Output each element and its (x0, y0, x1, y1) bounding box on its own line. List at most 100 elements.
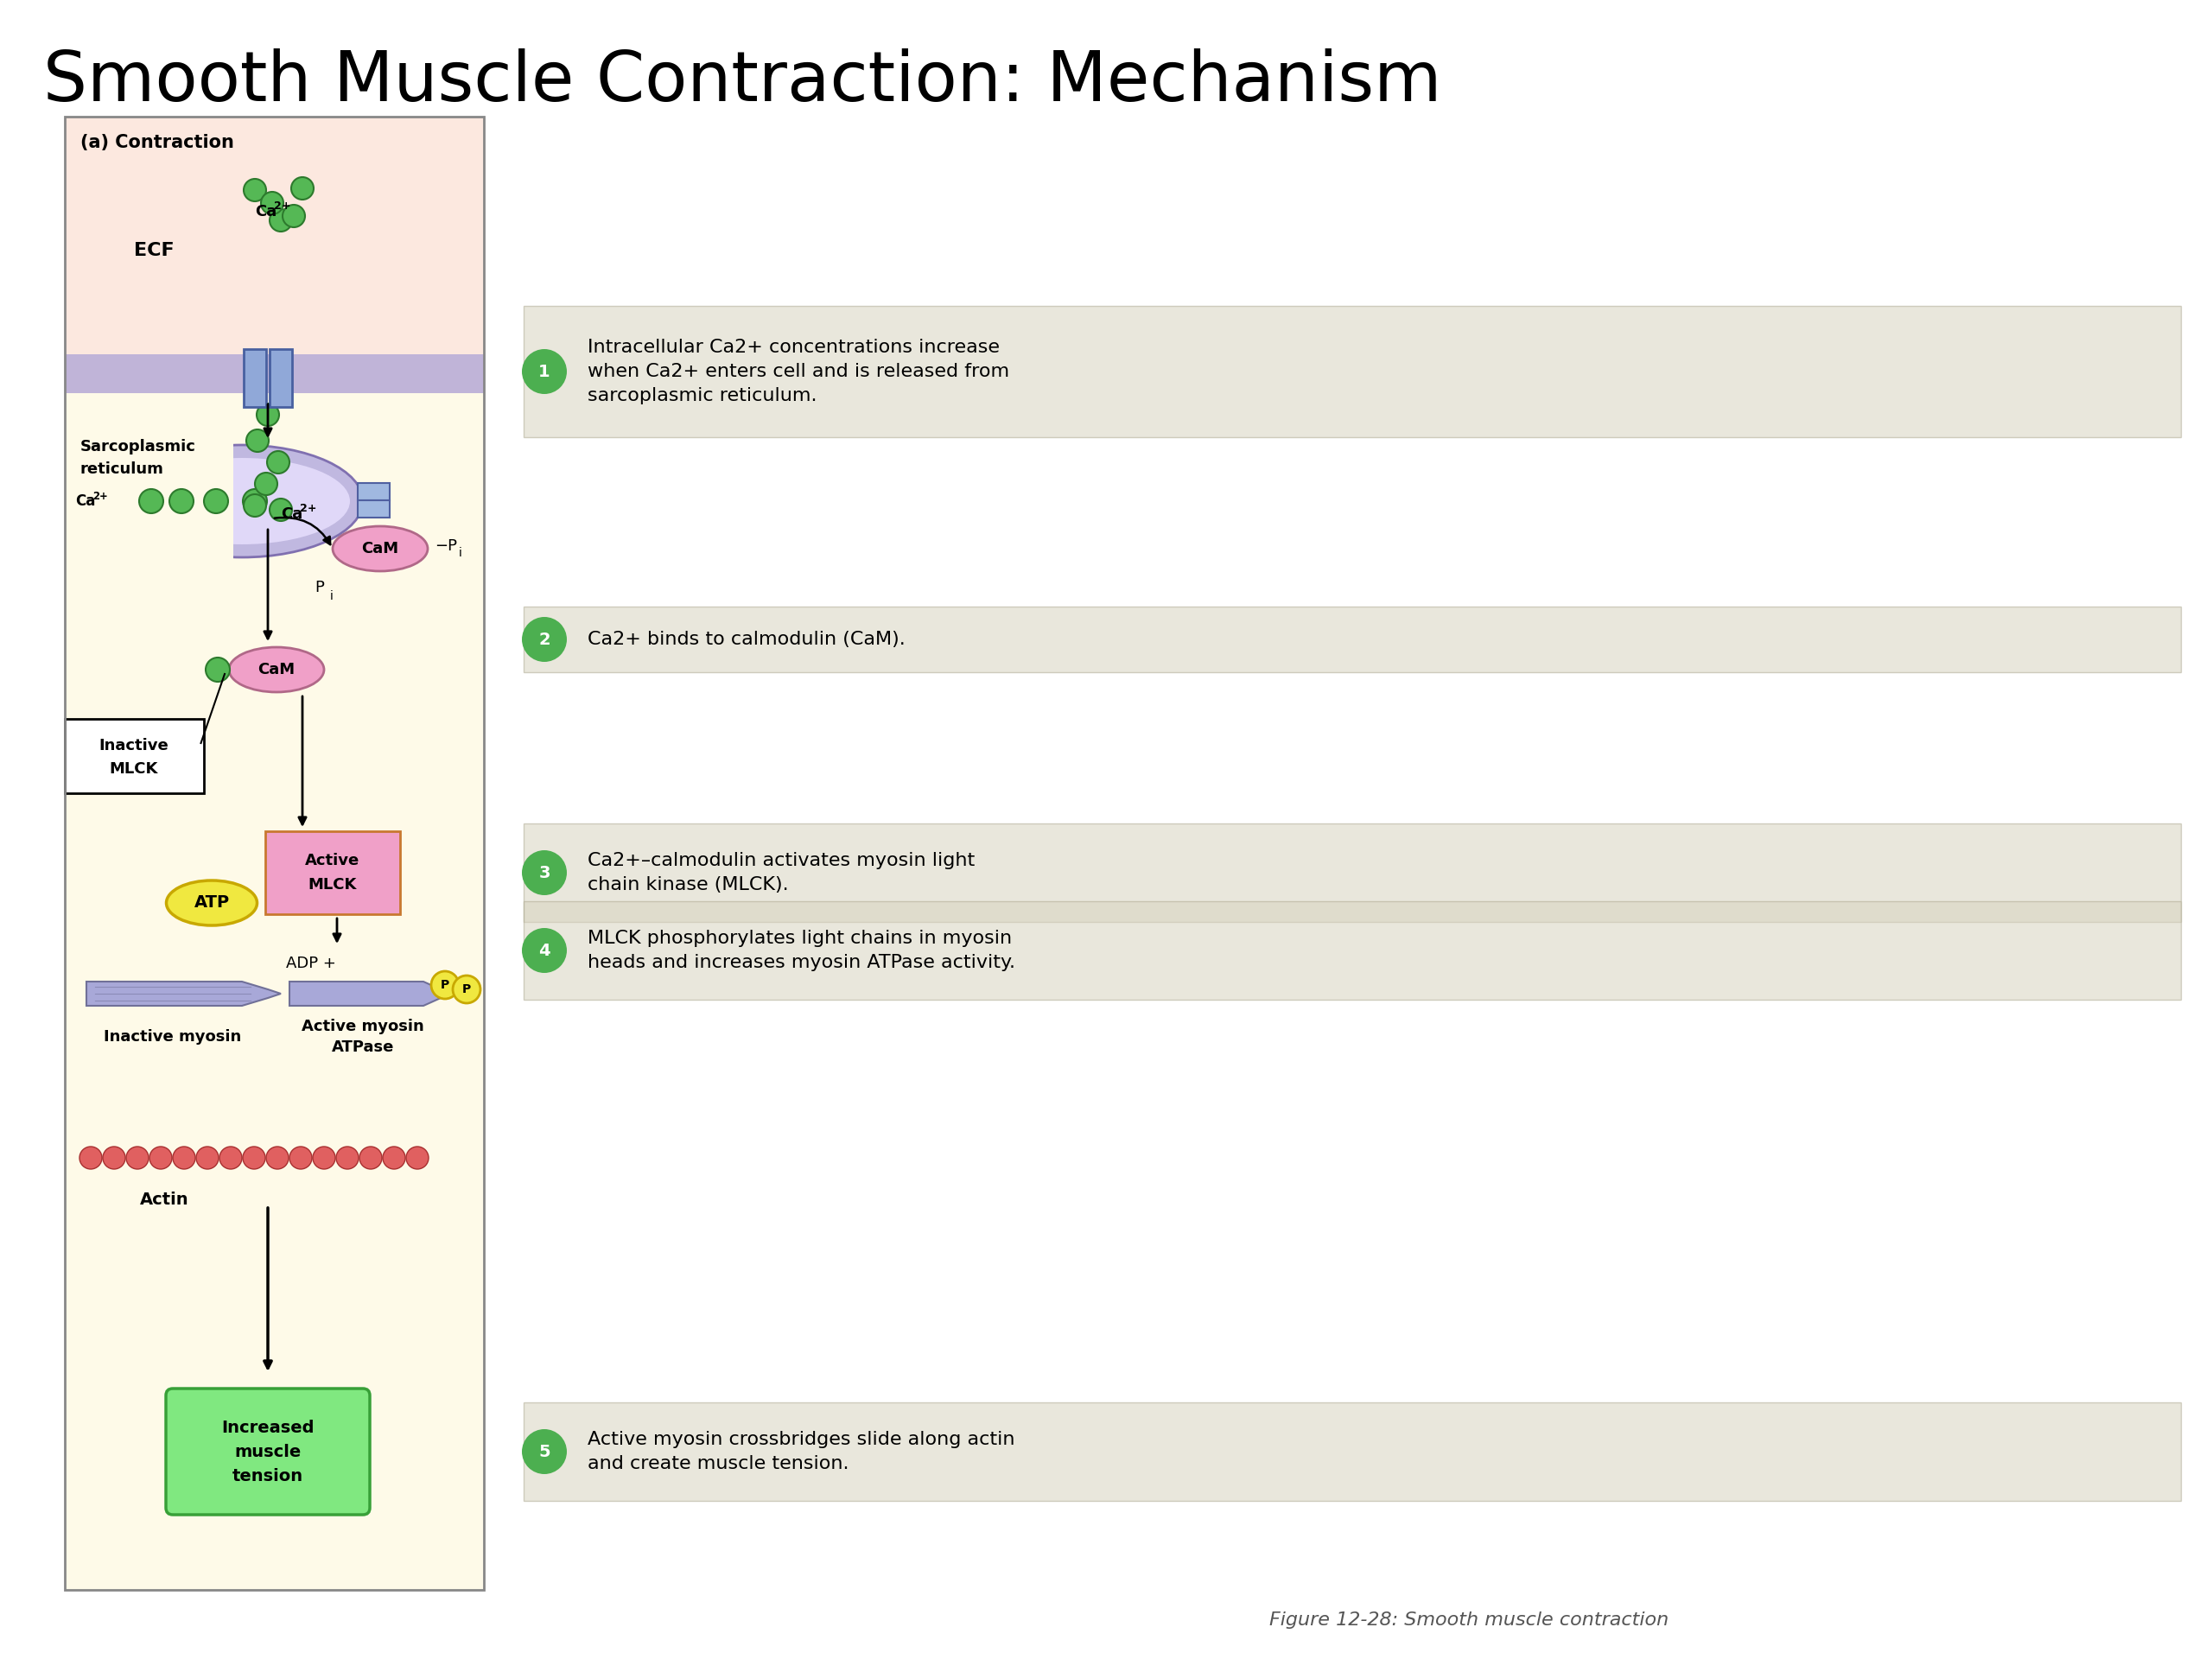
Circle shape (522, 617, 566, 662)
Text: 2+: 2+ (274, 201, 290, 212)
Circle shape (407, 1146, 429, 1170)
Circle shape (126, 1146, 148, 1170)
Ellipse shape (332, 526, 427, 571)
Ellipse shape (122, 445, 363, 557)
Text: Increased: Increased (221, 1418, 314, 1435)
Circle shape (170, 489, 195, 513)
FancyBboxPatch shape (524, 305, 2181, 438)
Circle shape (254, 473, 276, 494)
Circle shape (268, 451, 290, 473)
Text: CaM: CaM (361, 541, 398, 556)
Text: Sarcoplasmic
reticulum: Sarcoplasmic reticulum (80, 440, 197, 476)
Circle shape (150, 1146, 173, 1170)
FancyBboxPatch shape (358, 483, 389, 501)
Text: ADP +: ADP + (285, 956, 336, 971)
Text: 4: 4 (538, 942, 551, 959)
Text: 3: 3 (538, 864, 551, 881)
Circle shape (204, 489, 228, 513)
Circle shape (292, 178, 314, 199)
Circle shape (173, 1146, 195, 1170)
FancyBboxPatch shape (64, 718, 204, 793)
Text: Figure 12-28: Smooth muscle contraction: Figure 12-28: Smooth muscle contraction (1270, 1611, 1668, 1629)
Circle shape (270, 209, 292, 232)
FancyBboxPatch shape (166, 1389, 369, 1515)
Ellipse shape (166, 881, 257, 926)
Circle shape (358, 1146, 383, 1170)
Polygon shape (64, 355, 484, 393)
Circle shape (206, 657, 230, 682)
Text: tension: tension (232, 1468, 303, 1485)
FancyBboxPatch shape (524, 901, 2181, 1000)
Polygon shape (86, 982, 281, 1005)
Circle shape (265, 1146, 288, 1170)
Circle shape (312, 1146, 336, 1170)
Circle shape (243, 179, 265, 201)
Text: Ca: Ca (281, 506, 303, 523)
Circle shape (243, 1146, 265, 1170)
Text: MLCK: MLCK (111, 761, 159, 776)
Text: Active myosin
ATPase: Active myosin ATPase (301, 1019, 425, 1055)
Text: Inactive: Inactive (100, 738, 168, 753)
FancyBboxPatch shape (524, 823, 2181, 922)
Text: P: P (440, 979, 449, 990)
Circle shape (522, 849, 566, 896)
Text: Active: Active (305, 853, 361, 868)
Circle shape (261, 192, 283, 214)
Circle shape (383, 1146, 405, 1170)
Text: Ca: Ca (75, 493, 95, 509)
Text: Inactive myosin: Inactive myosin (104, 1029, 241, 1045)
FancyBboxPatch shape (270, 348, 292, 406)
Text: MLCK: MLCK (307, 878, 356, 893)
Text: ECF: ECF (135, 242, 175, 259)
Circle shape (522, 1428, 566, 1475)
Text: muscle: muscle (234, 1443, 301, 1460)
Text: Ca2+–calmodulin activates myosin light
chain kinase (MLCK).: Ca2+–calmodulin activates myosin light c… (588, 853, 975, 894)
FancyBboxPatch shape (358, 501, 389, 518)
Circle shape (431, 971, 458, 999)
Circle shape (246, 430, 268, 451)
Circle shape (102, 1146, 126, 1170)
Circle shape (80, 1146, 102, 1170)
Text: Ca2+ binds to calmodulin (CaM).: Ca2+ binds to calmodulin (CaM). (588, 630, 905, 649)
Text: 5: 5 (538, 1443, 551, 1460)
FancyBboxPatch shape (524, 607, 2181, 672)
Circle shape (243, 494, 265, 516)
Text: 2+: 2+ (301, 503, 316, 514)
FancyBboxPatch shape (243, 348, 265, 406)
Text: (a) Contraction: (a) Contraction (80, 134, 234, 151)
Polygon shape (64, 423, 232, 579)
Text: 2: 2 (538, 630, 551, 647)
Text: Ca: Ca (254, 204, 276, 219)
FancyBboxPatch shape (265, 831, 400, 914)
Polygon shape (290, 982, 453, 1005)
Text: P: P (314, 579, 325, 596)
Polygon shape (64, 116, 484, 355)
Circle shape (290, 1146, 312, 1170)
Ellipse shape (230, 647, 323, 692)
Circle shape (453, 975, 480, 1004)
Text: ATP: ATP (195, 894, 230, 911)
Text: i: i (330, 591, 334, 602)
Circle shape (522, 348, 566, 395)
Text: Intracellular Ca2+ concentrations increase
when Ca2+ enters cell and is released: Intracellular Ca2+ concentrations increa… (588, 338, 1009, 405)
Circle shape (336, 1146, 358, 1170)
Ellipse shape (135, 458, 349, 544)
FancyBboxPatch shape (524, 1402, 2181, 1501)
Circle shape (270, 499, 292, 521)
Circle shape (283, 204, 305, 227)
Circle shape (139, 489, 164, 513)
Text: Active myosin crossbridges slide along actin
and create muscle tension.: Active myosin crossbridges slide along a… (588, 1430, 1015, 1473)
Text: P: P (462, 984, 471, 995)
Circle shape (522, 927, 566, 972)
Polygon shape (64, 393, 484, 1589)
Circle shape (219, 1146, 241, 1170)
Text: 1: 1 (538, 363, 551, 380)
Circle shape (197, 1146, 219, 1170)
Circle shape (257, 403, 279, 426)
Text: CaM: CaM (259, 662, 294, 677)
Text: −P: −P (434, 538, 458, 554)
Text: 2+: 2+ (93, 491, 108, 501)
Text: Actin: Actin (139, 1191, 188, 1208)
Text: i: i (458, 547, 462, 559)
Text: MLCK phosphorylates light chains in myosin
heads and increases myosin ATPase act: MLCK phosphorylates light chains in myos… (588, 929, 1015, 971)
